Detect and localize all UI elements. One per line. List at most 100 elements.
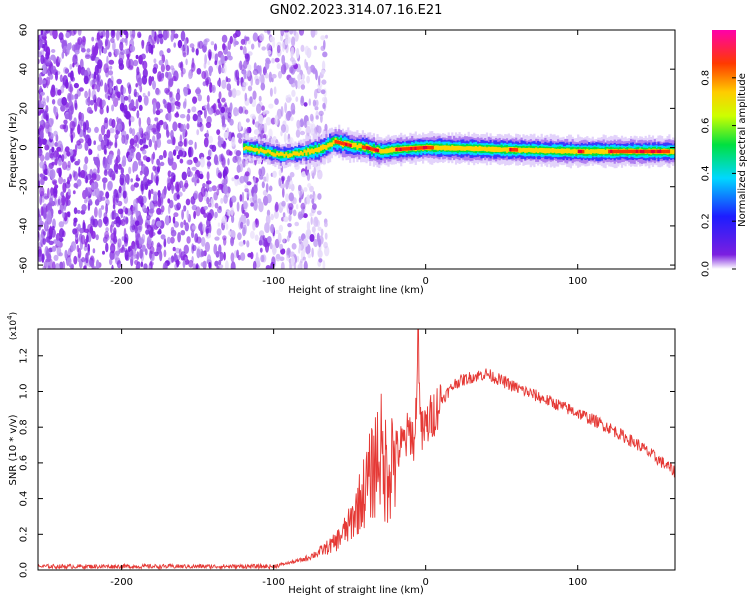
heatmap-noise-cell <box>123 96 129 101</box>
heatmap-ridge-cell <box>433 145 436 150</box>
heatmap-noise-cell <box>67 248 72 258</box>
heatmap-noise-cell <box>309 212 313 217</box>
heatmap-noise-cell <box>45 248 51 259</box>
heatmap-noise-cell <box>198 223 204 232</box>
heatmap-noise-cell <box>195 86 201 97</box>
heatmap-ridge-cell <box>259 147 262 152</box>
heatmap-noise-cell <box>133 182 139 188</box>
heatmap-noise-cell <box>84 187 89 198</box>
heatmap-noise-cell <box>69 42 72 49</box>
heatmap-noise-cell <box>56 167 61 174</box>
heatmap-noise-cell <box>49 30 54 36</box>
heatmap-noise-cell <box>223 131 229 139</box>
heatmap-ridge-cell <box>522 147 525 152</box>
heatmap-noise-cell <box>102 157 108 169</box>
heatmap-ridge-cell <box>350 143 354 148</box>
heatmap-noise-cell <box>206 95 210 103</box>
heatmap-noise-cell <box>39 73 42 78</box>
heatmap-noise-cell <box>293 30 297 36</box>
heatmap-noise-cell <box>264 72 269 79</box>
heatmap-noise-cell <box>235 150 242 157</box>
heatmap-noise-cell <box>230 236 235 247</box>
heatmap-ridge-cell <box>440 145 443 151</box>
heatmap-ridge-cell <box>290 153 293 157</box>
heatmap-noise-cell <box>157 190 161 198</box>
heatmap-noise-cell <box>244 109 249 115</box>
heatmap-noise-cell <box>183 138 187 147</box>
heatmap-noise-cell <box>51 146 55 153</box>
heatmap-noise-cell <box>186 159 191 165</box>
heatmap-peak-cell <box>349 143 352 148</box>
heatmap-noise-cell <box>182 47 186 56</box>
heatmap-noise-cell <box>278 177 282 187</box>
heatmap-noise-cell <box>218 259 222 266</box>
heatmap-noise-cell <box>127 246 131 253</box>
heatmap-noise-cell <box>142 60 148 70</box>
heatmap-noise-cell <box>284 102 287 113</box>
heatmap-noise-cell <box>282 187 285 198</box>
heatmap-noise-cell <box>300 84 306 90</box>
heatmap-noise-cell <box>290 46 295 57</box>
snr-series-line <box>38 329 675 570</box>
heatmap-noise-cell <box>95 157 100 167</box>
heatmap-noise-cell <box>231 136 236 147</box>
heatmap-noise-cell <box>214 202 219 209</box>
heatmap-noise-cell <box>317 169 323 180</box>
heatmap-noise-cell <box>230 261 236 269</box>
heatmap-peak-cell <box>376 148 380 153</box>
heatmap-noise-cell <box>129 45 136 53</box>
heatmap-noise-cell <box>163 150 167 159</box>
heatmap-ridge-cell <box>527 147 530 152</box>
heatmap-ridge-cell <box>498 147 501 153</box>
heatmap-ridge-cell <box>246 146 250 150</box>
heatmap-noise-cell <box>236 132 243 139</box>
heatmap-noise-cell <box>152 102 157 111</box>
heatmap-ridge-cell <box>588 149 591 154</box>
heatmap-noise-cell <box>143 95 149 106</box>
heatmap-noise-cell <box>120 246 126 253</box>
heatmap-noise-cell <box>210 41 215 46</box>
heatmap-noise-cell <box>169 199 174 209</box>
heatmap-noise-cell <box>324 221 328 228</box>
heatmap-noise-cell <box>129 116 135 123</box>
heatmap-noise-cell <box>163 249 167 258</box>
heatmap-noise-cell <box>38 76 43 86</box>
heatmap-noise-cell <box>137 95 142 103</box>
heatmap-noise-cell <box>138 117 142 127</box>
heatmap-ridge-cell <box>360 143 363 148</box>
heatmap-ridge-cell <box>557 148 560 154</box>
heatmap-noise-cell <box>213 43 218 51</box>
heatmap-noise-cell <box>82 36 86 43</box>
heatmap-noise-cell <box>221 34 228 43</box>
heatmap-noise-cell <box>216 228 222 236</box>
heatmap-peak-cell <box>416 146 419 150</box>
heatmap-noise-cell <box>239 175 245 184</box>
heatmap-peak-cell <box>612 149 615 154</box>
heatmap-noise-cell <box>122 190 127 199</box>
heatmap-noise-cell <box>240 221 244 229</box>
heatmap-noise-cell <box>152 67 158 74</box>
y-tick-label: -40 <box>19 218 30 234</box>
heatmap-noise-cell <box>252 119 255 125</box>
heatmap-noise-cell <box>322 51 328 58</box>
heatmap-noise-cell <box>193 190 199 200</box>
heatmap-noise-cell <box>61 195 66 206</box>
heatmap-noise-cell <box>64 249 68 259</box>
heatmap-noise-cell <box>139 138 143 146</box>
heatmap-noise-cell <box>160 205 165 213</box>
heatmap-noise-cell <box>191 166 197 171</box>
heatmap-noise-cell <box>174 263 178 269</box>
heatmap-noise-cell <box>214 211 218 219</box>
heatmap-noise-cell <box>104 39 111 50</box>
heatmap-ridge-cell <box>526 148 529 153</box>
heatmap-ridge-cell <box>330 142 333 147</box>
heatmap-noise-cell <box>93 71 97 80</box>
heatmap-noise-cell <box>87 251 90 256</box>
heatmap-noise-cell <box>45 30 50 34</box>
heatmap-noise-cell <box>77 209 81 214</box>
heatmap-noise-cell <box>297 79 301 90</box>
heatmap-noise-cell <box>109 224 113 234</box>
heatmap-noise-cell <box>274 98 279 105</box>
heatmap-peak-cell <box>363 145 367 150</box>
heatmap-noise-cell <box>269 242 273 250</box>
